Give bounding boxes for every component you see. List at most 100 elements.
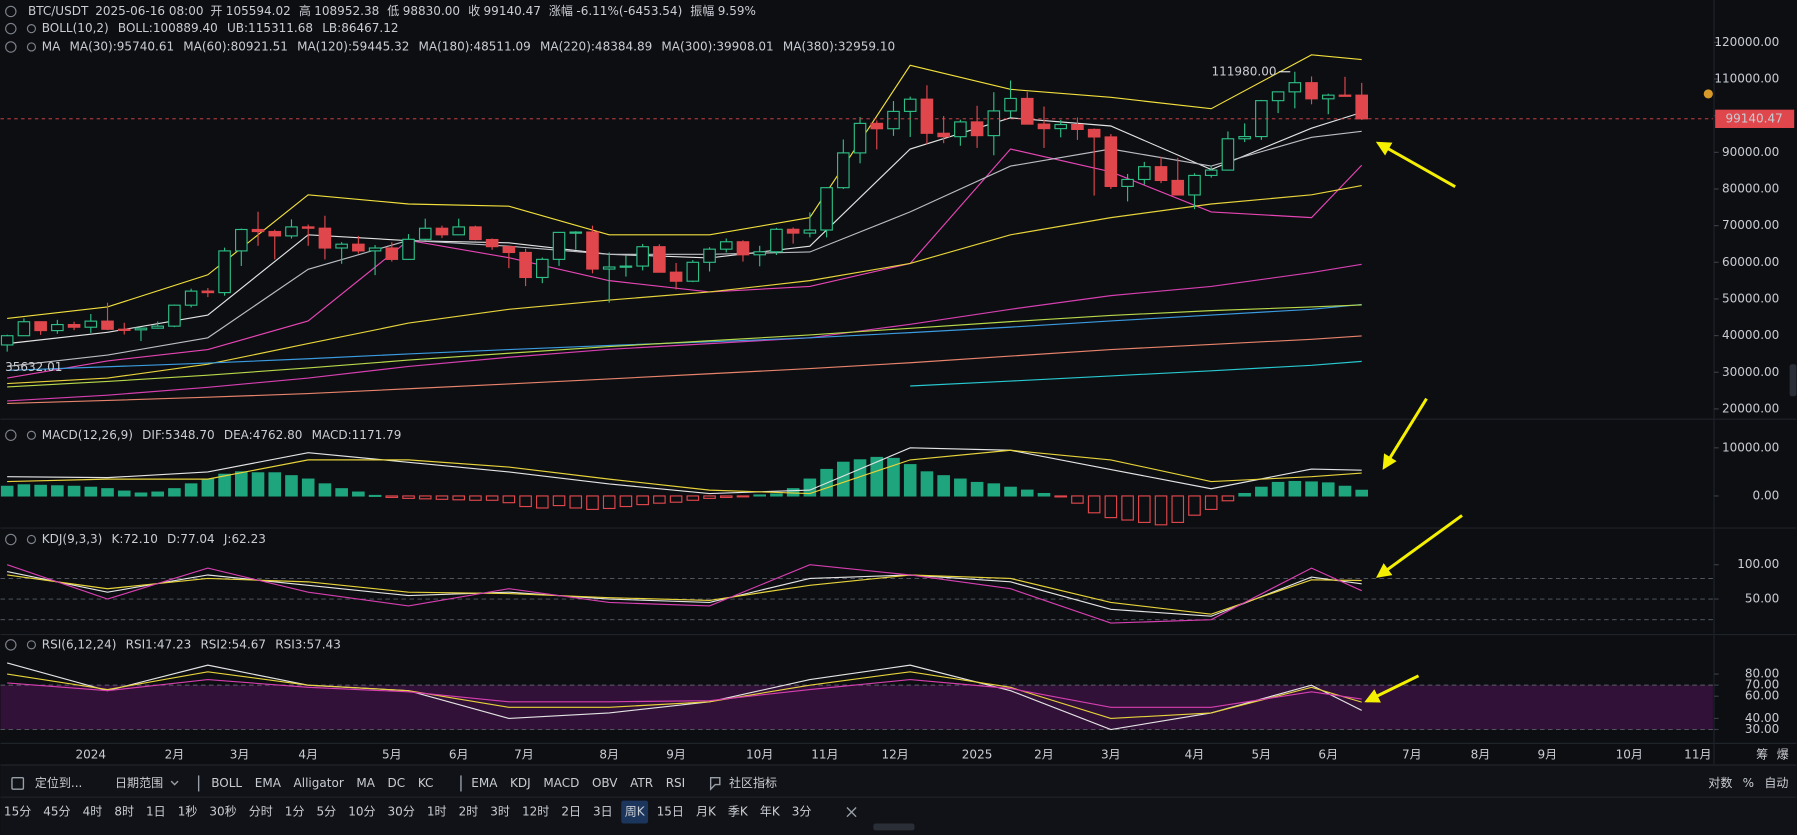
indicator-toggle[interactable]: EMA [255,776,282,790]
macd-bar [84,486,98,497]
indicator-toggle[interactable]: KDJ [510,776,531,790]
alert-icon[interactable] [1703,89,1713,99]
interval-button[interactable]: 15日 [657,805,684,819]
interval-button[interactable]: 分时 [249,805,273,819]
scale-option[interactable]: 自动 [1764,776,1788,790]
side-handle[interactable] [1789,364,1797,397]
y-tick-label: 50000.00 [1722,291,1779,305]
indicator-toggle[interactable]: MA [356,776,375,790]
locate-button[interactable]: 定位到... [35,775,83,790]
interval-button[interactable]: 15分 [4,805,31,819]
indicator-toggle[interactable]: Alligator [294,776,344,790]
interval-button[interactable]: 3时 [490,805,510,819]
candle-body [117,328,131,331]
axis-icon[interactable]: 爆 [1777,747,1789,761]
collapse-icon[interactable] [5,5,17,18]
interval-button[interactable]: 12时 [522,805,549,819]
locate-icon[interactable] [11,777,25,790]
legend-text: J:62.23 [223,532,266,546]
interval-button[interactable]: 45分 [43,805,70,819]
range-button[interactable]: 日期范围 [115,776,163,790]
legend-text: RSI1:47.23 [126,637,192,651]
interval-button[interactable]: 2日 [561,805,581,819]
interval-button[interactable]: 10分 [348,805,375,819]
interval-button[interactable]: 1时 [427,805,447,819]
x-tick-label: 2025 [962,747,993,761]
y-tick-label: 110000.00 [1714,72,1779,86]
bell-icon[interactable] [26,640,37,650]
legend-text: DEA:4762.80 [224,428,303,442]
bell-icon[interactable] [26,534,37,545]
candle-body [1071,123,1084,130]
candle-body [84,320,98,328]
interval-button[interactable]: 年K [760,805,781,819]
indicator-toggle[interactable]: MACD [543,776,579,790]
macd-bar [703,495,716,499]
y-tick-label: 120000.00 [1714,35,1779,49]
dropdown-chevron[interactable] [170,780,179,786]
collapse-icon[interactable] [5,639,17,651]
macd-bar [151,491,164,497]
indicator-line [6,564,1362,624]
x-tick-label: 6月 [1318,747,1338,761]
interval-button[interactable]: 4时 [83,805,103,819]
candle-body [987,110,1001,137]
bell-icon[interactable] [26,24,37,34]
indicator-toggle[interactable]: BOLL [211,776,242,790]
macd-bar [335,488,348,497]
interval-button[interactable]: 月K [696,805,717,819]
candle-body [452,226,465,236]
candle-body [402,238,415,260]
interval-button[interactable]: 周K [625,805,646,819]
bell-icon[interactable] [26,430,37,440]
collapse-icon[interactable] [5,41,17,53]
interval-button[interactable]: 5分 [317,805,337,819]
interval-button[interactable]: 30秒 [209,805,236,819]
indicator-toggle[interactable]: DC [388,776,406,790]
candle-body [970,121,984,137]
interval-button[interactable]: 8时 [114,805,134,819]
macd-bar [1037,492,1051,497]
interval-button[interactable]: 1日 [146,805,166,819]
candle-body [502,246,516,254]
macd-bar [201,478,215,497]
interval-button[interactable]: 3分 [792,805,812,819]
y-tick-label: 0.00 [1753,488,1780,502]
x-tick-label: 3月 [1101,747,1121,761]
indicator-line [7,335,1362,404]
indicator-toggle[interactable]: EMA [471,776,498,790]
toolbar-background [0,763,1797,835]
collapse-icon[interactable] [5,429,17,441]
y-tick-label: 80000.00 [1722,181,1779,195]
collapse-icon[interactable] [5,22,17,35]
indicator-toggle[interactable]: OBV [592,776,618,790]
legend-text: 105594.02 [226,4,291,18]
scale-option[interactable]: 对数 [1708,775,1732,790]
legend-text: D:77.04 [167,532,215,546]
scale-option[interactable]: % [1743,776,1754,790]
community-icon[interactable] [709,777,721,791]
indicator-toggle[interactable]: RSI [666,776,686,790]
arrow [1375,141,1456,188]
macd-bar [368,494,382,497]
interval-button[interactable]: 季K [728,805,749,819]
indicator-toggle[interactable]: ATR [630,776,653,790]
community-button[interactable]: 社区指标 [729,775,777,790]
indicator-toggle[interactable]: KC [418,776,434,790]
candle-body [251,228,265,233]
bell-icon[interactable] [26,42,37,52]
interval-button[interactable]: 1秒 [178,805,198,819]
interval-button[interactable]: 30分 [388,805,415,819]
interval-button[interactable]: 3日 [593,805,613,819]
x-tick-label: 2024 [76,747,107,761]
close-icon[interactable] [846,807,857,818]
macd-bar [485,495,499,501]
collapse-icon[interactable] [5,533,17,546]
interval-button[interactable]: 1分 [285,805,305,819]
resize-handle[interactable] [873,823,915,831]
max-label: 111980.00 [1212,64,1277,78]
macd-bar [17,484,31,497]
axis-icon[interactable]: 筹 [1756,747,1768,761]
interval-button[interactable]: 2时 [459,805,479,819]
